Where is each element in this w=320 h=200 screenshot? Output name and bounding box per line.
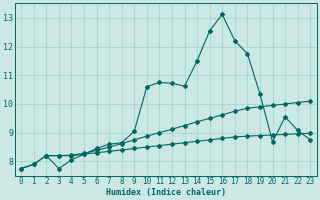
- X-axis label: Humidex (Indice chaleur): Humidex (Indice chaleur): [106, 188, 226, 197]
